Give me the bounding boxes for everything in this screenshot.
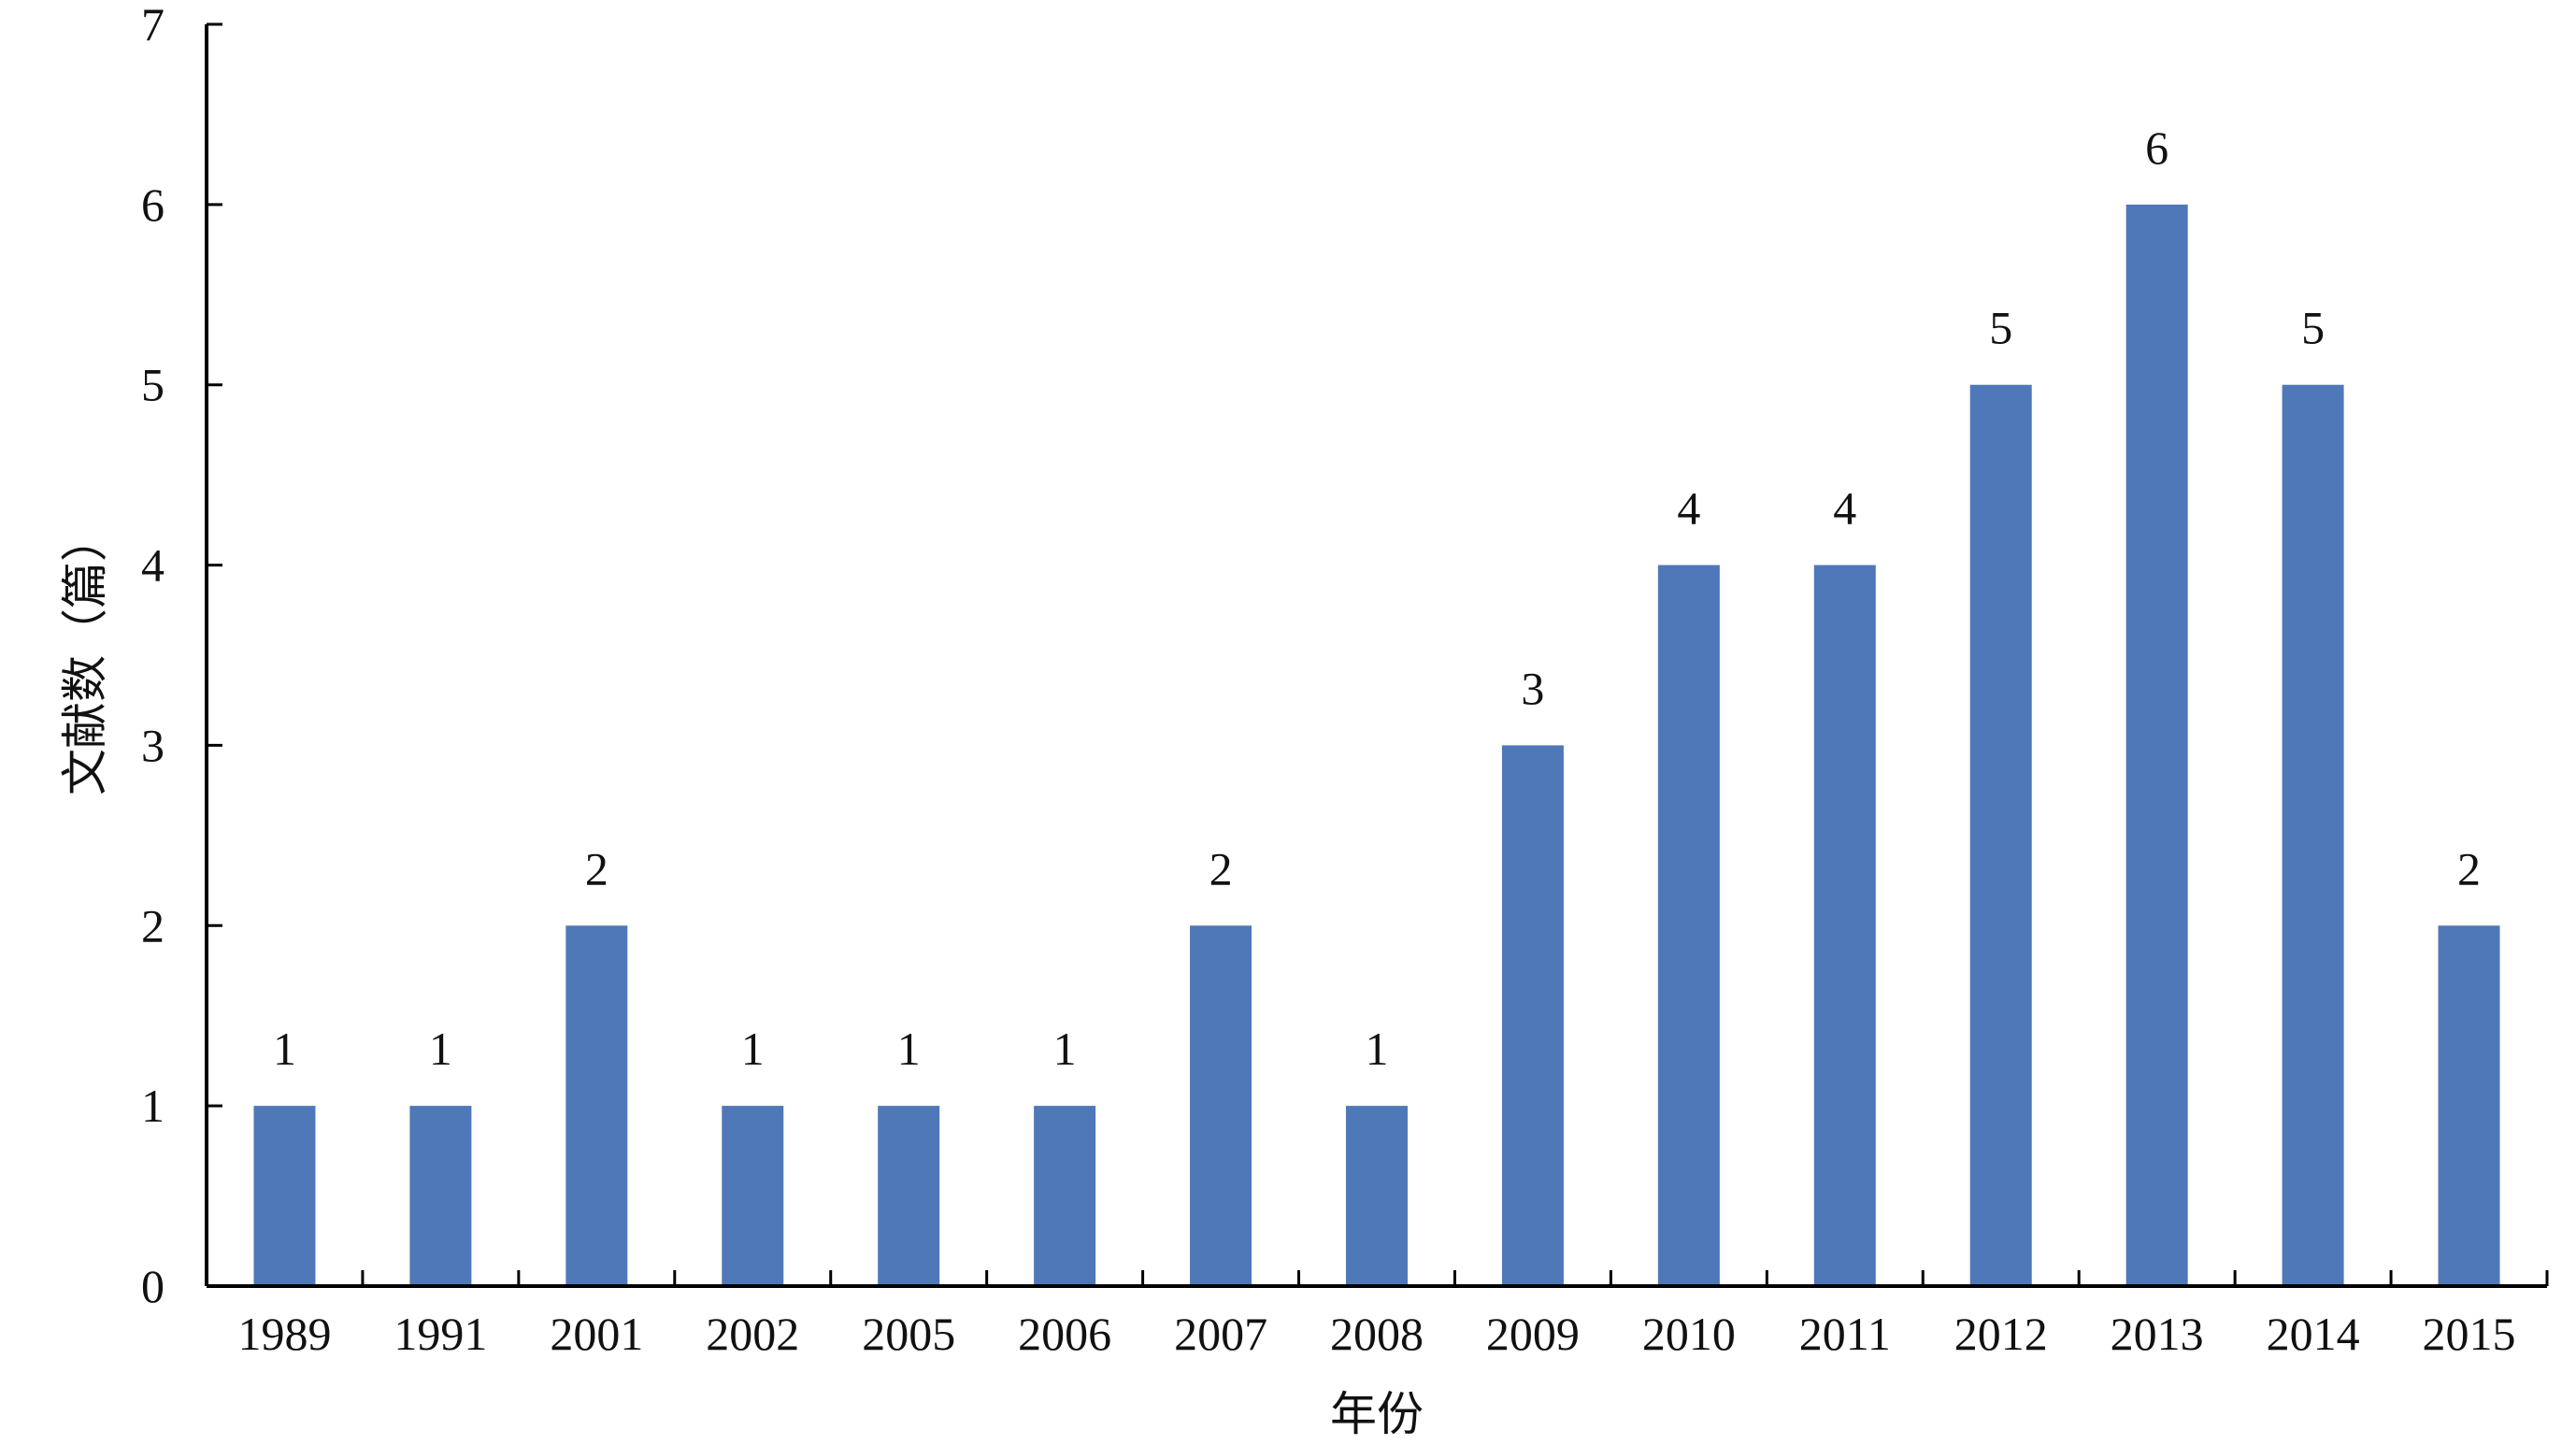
bar-2013 — [2125, 204, 2188, 1286]
bar-2008 — [1346, 1106, 1408, 1286]
bar-2002 — [722, 1106, 784, 1286]
bar-1989 — [253, 1106, 316, 1286]
y-axis-ticks: 0 1 2 3 4 5 6 7 — [141, 0, 222, 1312]
data-label-1991: 1 — [429, 1023, 452, 1075]
data-label-2015: 2 — [2457, 842, 2481, 894]
y-tick-label: 5 — [141, 359, 165, 411]
data-label-1989: 1 — [273, 1023, 296, 1075]
data-label-2009: 3 — [1521, 662, 1544, 714]
data-label-2006: 1 — [1053, 1023, 1077, 1075]
bar-2015 — [2438, 925, 2500, 1286]
y-tick-label: 4 — [141, 539, 165, 592]
x-tick-label: 2001 — [550, 1308, 643, 1360]
data-label-2013: 6 — [2145, 122, 2168, 174]
y-tick-label: 0 — [141, 1260, 165, 1312]
data-label-2011: 4 — [1833, 482, 1856, 535]
y-tick-label: 6 — [141, 179, 165, 231]
x-tick-label: 2015 — [2423, 1308, 2516, 1360]
x-tick-label: 2012 — [1954, 1308, 2048, 1360]
x-tick-label: 1991 — [394, 1308, 487, 1360]
data-label-2010: 4 — [1677, 482, 1700, 535]
bar-2010 — [1657, 565, 1720, 1286]
data-label-2002: 1 — [741, 1023, 765, 1075]
x-tick-label: 2005 — [862, 1308, 955, 1360]
y-axis-title: 文献数（篇） — [58, 515, 112, 795]
x-tick-label: 2009 — [1486, 1308, 1580, 1360]
y-tick-label: 7 — [141, 0, 165, 50]
x-tick-label: 2010 — [1642, 1308, 1736, 1360]
x-tick-label: 2007 — [1174, 1308, 1267, 1360]
data-label-2008: 1 — [1366, 1023, 1389, 1075]
y-tick-label: 3 — [141, 719, 165, 771]
y-tick-label: 2 — [141, 899, 165, 951]
x-tick-label: 2014 — [2267, 1308, 2360, 1360]
data-label-2007: 2 — [1209, 842, 1233, 894]
bar-2001 — [565, 925, 628, 1286]
x-tick-label: 2002 — [706, 1308, 799, 1360]
data-label-2001: 2 — [585, 842, 608, 894]
bar-1991 — [409, 1106, 472, 1286]
x-axis-title: 年份 — [1330, 1387, 1424, 1441]
bar-2005 — [878, 1106, 940, 1286]
x-tick-label: 1989 — [237, 1308, 331, 1360]
bar-2014 — [2282, 384, 2344, 1286]
data-label-2005: 1 — [897, 1023, 921, 1075]
bar-2006 — [1034, 1106, 1096, 1286]
x-axis-ticks: 1989 1991 2001 2002 2005 2006 2007 2008 2009 2010… — [237, 1270, 2549, 1360]
x-tick-label: 2008 — [1330, 1308, 1424, 1360]
data-labels-group: 1 1 2 1 1 1 2 1 3 4 4 5 6 5 2 — [273, 122, 2481, 1075]
data-label-2014: 5 — [2301, 302, 2325, 354]
bar-2007 — [1190, 925, 1252, 1286]
x-tick-label: 2006 — [1018, 1308, 1111, 1360]
y-tick-label: 1 — [141, 1080, 165, 1132]
bars-group — [253, 204, 2500, 1286]
x-tick-label: 2011 — [1799, 1308, 1891, 1360]
bar-2011 — [1813, 565, 1876, 1286]
bar-2009 — [1501, 745, 1564, 1286]
bar-2012 — [1969, 384, 2032, 1286]
x-tick-label: 2013 — [2111, 1308, 2204, 1360]
data-label-2012: 5 — [1989, 302, 2012, 354]
